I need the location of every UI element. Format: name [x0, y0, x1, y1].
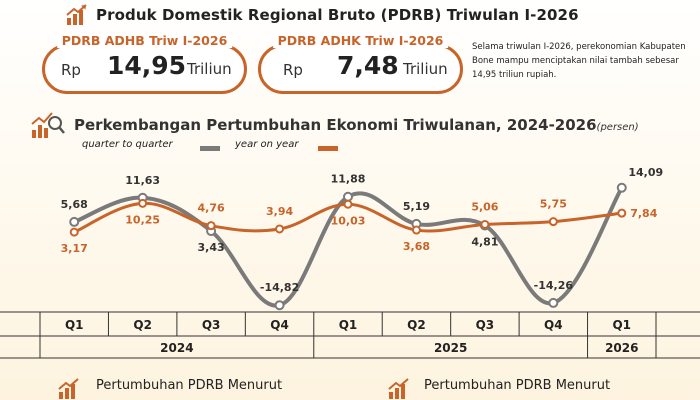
- stat-unit-adhk: Triliun: [403, 60, 448, 78]
- point-yoy: [617, 208, 627, 218]
- point-yoy: [343, 199, 353, 209]
- chart-title: Perkembangan Pertumbuhan Ekonomi Triwula…: [74, 116, 639, 134]
- stat-label-adhk: PDRB ADHK Triw I-2026: [272, 33, 449, 48]
- stat-value-adhb: 14,95: [107, 51, 187, 80]
- point-qtq: [616, 182, 627, 193]
- legend-swatch-qtq: [200, 146, 220, 151]
- point-yoy: [411, 225, 421, 235]
- chart-unit: (persen): [596, 122, 639, 133]
- year-label: 2026: [605, 341, 638, 355]
- data-label-yoy: 3,94: [266, 205, 293, 218]
- point-yoy: [138, 198, 148, 208]
- legend-label-yoy: year on year: [235, 139, 299, 150]
- data-label-qtq: -14,82: [260, 281, 299, 294]
- stat-unit-adhb: Triliun: [187, 60, 232, 78]
- point-qtq: [69, 216, 80, 227]
- data-label-qtq: 5,68: [61, 198, 88, 211]
- stat-box-adhk: PDRB ADHK Triw I-2026 Rp 7,48 Triliun: [258, 33, 463, 94]
- point-yoy: [548, 217, 558, 227]
- data-label-qtq: -14,26: [534, 279, 574, 292]
- trend-chart-icon-left: [58, 378, 79, 399]
- data-label-yoy: 10,03: [331, 214, 366, 227]
- data-label-qtq: 4,81: [471, 235, 498, 248]
- data-label-yoy: 7,84: [630, 207, 657, 220]
- legend-label-qtq: quarter to quarter: [82, 139, 173, 150]
- data-label-yoy: 3,17: [61, 242, 88, 255]
- legend-swatch-yoy: [318, 146, 338, 151]
- quarter-tick-label: Q1: [339, 318, 358, 332]
- data-label-yoy: 4,76: [198, 202, 225, 215]
- stat-value-adhk: 7,48: [337, 51, 399, 80]
- point-yoy: [206, 221, 216, 231]
- bottom-right-title: Pertumbuhan PDRB Menurut: [424, 378, 611, 393]
- year-label: 2024: [160, 341, 193, 355]
- point-qtq: [548, 297, 559, 308]
- stat-label-adhb: PDRB ADHB Triw I-2026: [56, 33, 233, 48]
- data-label-qtq: 3,43: [198, 241, 225, 254]
- quarter-tick-label: Q4: [270, 318, 289, 332]
- quarter-tick-label: Q1: [65, 318, 84, 332]
- quarter-tick-label: Q2: [133, 318, 152, 332]
- chart-title-text: Perkembangan Pertumbuhan Ekonomi Triwula…: [74, 116, 597, 134]
- page-title: Produk Domestik Regional Bruto (PDRB) Tr…: [96, 6, 579, 24]
- point-qtq: [343, 191, 353, 202]
- description-text: Selama triwulan I-2026, perekonomian Kab…: [472, 42, 686, 80]
- stat-currency-adhb: Rp: [61, 61, 81, 79]
- data-label-yoy: 5,75: [540, 198, 567, 211]
- trend-chart-icon-right: [388, 378, 409, 399]
- data-label-qtq: 11,63: [125, 174, 160, 187]
- growth-analysis-icon: [31, 112, 65, 138]
- stat-box-adhb: PDRB ADHB Triw I-2026 Rp 14,95 Triliun: [42, 33, 247, 94]
- trend-chart-icon: [66, 4, 87, 25]
- stat-currency-adhk: Rp: [283, 61, 303, 79]
- data-label-qtq: 5,19: [403, 200, 430, 213]
- quarter-tick-label: Q3: [202, 318, 221, 332]
- data-label-yoy: 5,06: [471, 200, 498, 213]
- point-yoy: [275, 224, 285, 234]
- year-label: 2025: [434, 341, 467, 355]
- point-yoy: [69, 227, 79, 237]
- data-label-qtq: 11,88: [331, 173, 366, 186]
- quarter-tick-label: Q3: [476, 318, 495, 332]
- point-yoy: [480, 219, 490, 229]
- point-qtq: [274, 300, 285, 311]
- quarter-tick-label: Q2: [407, 318, 426, 332]
- quarter-tick-label: Q1: [612, 318, 631, 332]
- data-label-yoy: 10,25: [125, 213, 160, 226]
- bottom-left-title: Pertumbuhan PDRB Menurut: [96, 378, 283, 393]
- data-label-yoy: 3,68: [403, 240, 430, 253]
- data-label-qtq: 14,09: [628, 166, 663, 179]
- quarter-tick-label: Q4: [544, 318, 563, 332]
